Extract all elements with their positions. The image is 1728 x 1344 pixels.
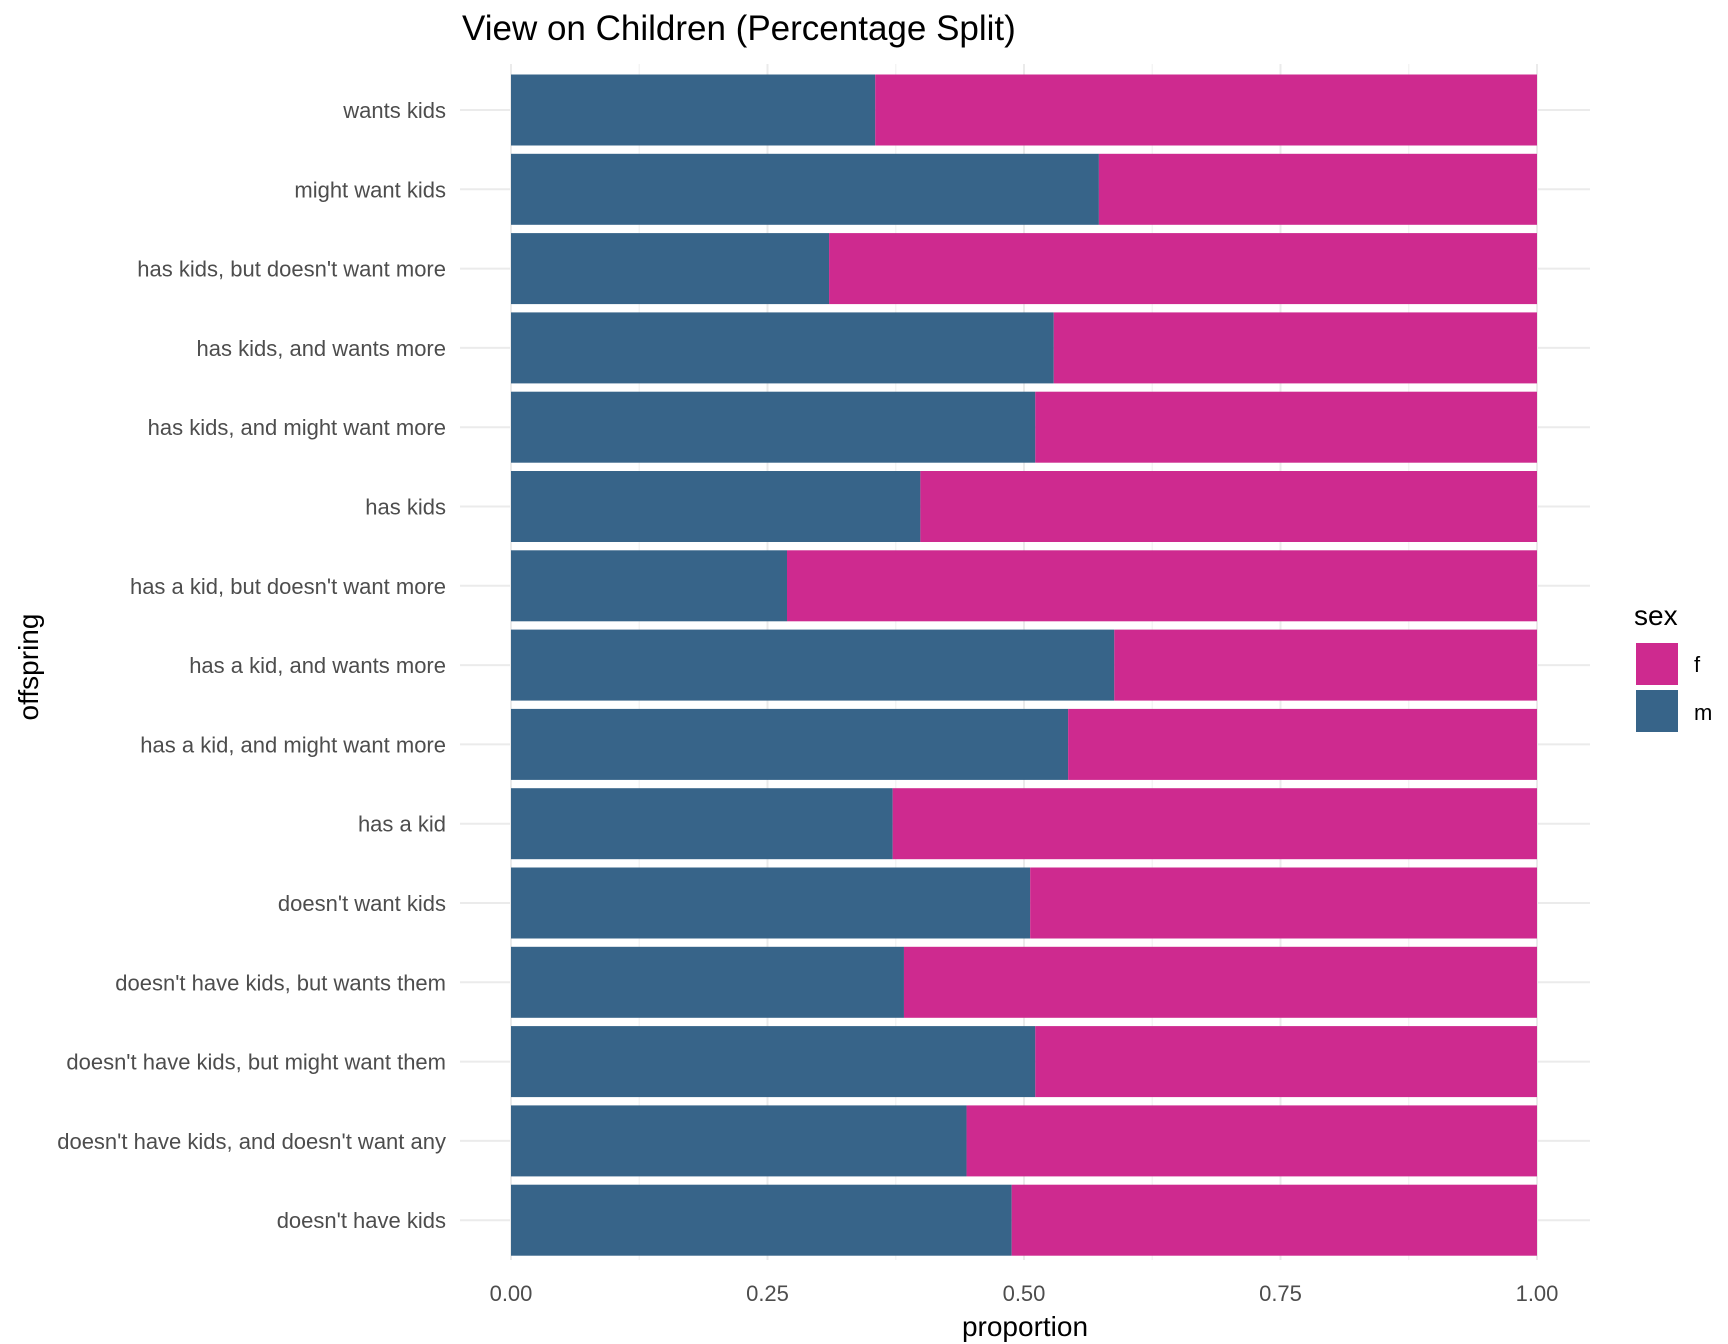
bar-m [511,1184,1012,1256]
legend: sex f m [1634,600,1712,732]
y-tick-label: doesn't want kids [278,891,446,916]
chart-title: View on Children (Percentage Split) [462,9,1016,48]
bar-m [511,391,1036,463]
bar-m [511,233,830,305]
bar-f [1098,153,1537,225]
x-tick-label: 0.50 [1003,1281,1046,1306]
bar-f [1011,1184,1537,1256]
y-tick-label: doesn't have kids, but might want them [66,1050,446,1075]
y-tick-label: has a kid, but doesn't want more [130,574,446,599]
y-tick-label: doesn't have kids, but wants them [115,970,446,995]
bar-f [1035,1026,1537,1098]
bar-m [511,1105,967,1177]
legend-title: sex [1634,600,1678,631]
y-tick-labels: wants kids might want kids has kids, but d… [57,98,446,1233]
y-tick-label: has kids [365,495,446,520]
y-tick-label: has a kid, and might want more [140,732,446,757]
bar-m [511,788,893,860]
x-tick-label: 1.00 [1516,1281,1559,1306]
bars [511,74,1537,1256]
bar-f [875,74,1537,146]
bar-m [511,946,904,1018]
bar-f [966,1105,1537,1177]
bar-f [1030,867,1537,939]
y-axis-title: offspring [13,614,44,721]
legend-swatch-m [1636,690,1678,732]
x-tick-labels: 0.00 0.25 0.50 0.75 1.00 [490,1281,1559,1306]
y-tick-label: doesn't have kids, and doesn't want any [57,1129,446,1154]
bar-m [511,708,1069,780]
bar-f [1053,312,1537,384]
bar-f [1114,629,1537,701]
bar-f [892,788,1537,860]
bar-m [511,74,876,146]
bar-m [511,1026,1036,1098]
y-tick-label: has a kid, and wants more [189,653,446,678]
bar-f [786,550,1537,622]
x-axis-title: proportion [962,1311,1088,1342]
y-tick-label: might want kids [294,177,446,202]
y-tick-label: doesn't have kids [277,1208,446,1233]
bar-m [511,629,1115,701]
x-tick-label: 0.75 [1259,1281,1302,1306]
y-tick-label: wants kids [342,98,446,123]
bar-f [903,946,1537,1018]
legend-label-f: f [1694,652,1701,677]
bar-m [511,867,1031,939]
legend-label-m: m [1694,700,1712,725]
y-tick-label: has kids, but doesn't want more [137,257,446,282]
legend-swatch-f [1636,643,1678,685]
bar-m [511,550,787,622]
x-tick-label: 0.25 [746,1281,789,1306]
bar-f [829,233,1537,305]
bar-f [920,471,1537,542]
bar-m [511,471,921,542]
bar-m [511,312,1054,384]
bar-f [1035,391,1537,463]
y-tick-label: has kids, and wants more [197,336,446,361]
bar-m [511,153,1099,225]
bar-f [1068,708,1537,780]
y-tick-label: has kids, and might want more [148,415,446,440]
x-tick-label: 0.00 [490,1281,533,1306]
y-tick-label: has a kid [358,812,446,837]
